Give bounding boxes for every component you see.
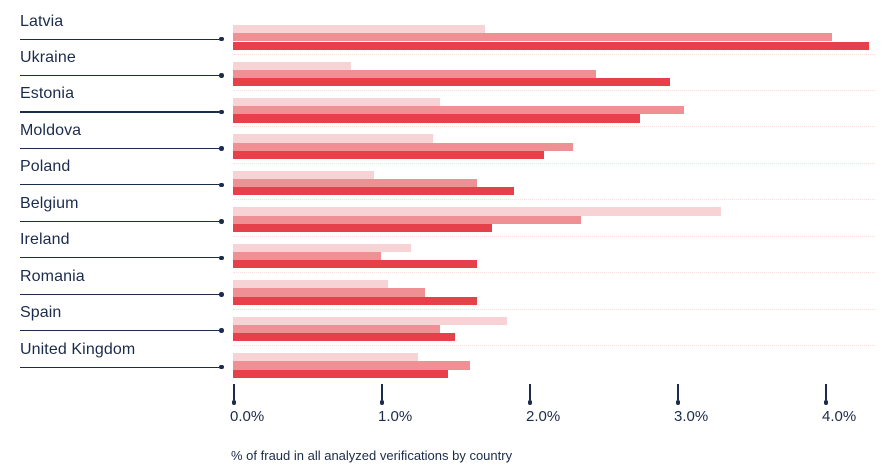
axis-tick-dot xyxy=(231,400,236,405)
bar-series-dark-red-belgium xyxy=(233,223,492,232)
axis-tick-dot xyxy=(379,400,384,405)
axis-tick-label: 1.0% xyxy=(378,408,413,425)
leader-dot xyxy=(219,255,224,261)
row-separator xyxy=(233,308,875,310)
bar-series-light-pink-poland xyxy=(233,170,374,180)
row-separator xyxy=(233,199,875,201)
bar-series-dark-red-moldova xyxy=(233,150,544,160)
axis-tick-mark xyxy=(381,384,383,400)
bar-series-medium-pink-romania xyxy=(233,288,426,297)
bar-series-light-pink-spain xyxy=(233,316,507,325)
bar-series-light-pink-belgium xyxy=(233,207,722,216)
axis-tick-mark xyxy=(825,384,827,400)
row-separator xyxy=(233,235,875,237)
axis-tick-dot xyxy=(527,400,532,405)
category-label: Poland xyxy=(20,158,71,176)
label-leader-line xyxy=(20,38,219,40)
leader-dot xyxy=(219,364,224,370)
axis-tick-label: 2.0% xyxy=(526,408,561,425)
label-leader-line xyxy=(20,257,219,259)
bar-series-medium-pink-belgium xyxy=(233,215,581,224)
category-label: Ukraine xyxy=(20,48,76,66)
category-label: Belgium xyxy=(20,194,79,212)
label-leader-line xyxy=(20,111,219,113)
leader-dot xyxy=(219,182,224,188)
leader-dot xyxy=(219,219,224,224)
leader-dot xyxy=(219,146,224,151)
row-separator xyxy=(233,162,875,164)
category-label: Romania xyxy=(20,267,85,285)
label-leader-line xyxy=(20,366,219,368)
bar-series-light-pink-ireland xyxy=(233,243,411,252)
bar-series-medium-pink-latvia xyxy=(233,33,833,42)
leader-dot xyxy=(219,36,224,42)
axis-tick-label: 4.0% xyxy=(822,408,857,425)
bar-series-dark-red-ukraine xyxy=(233,77,670,87)
category-label: Spain xyxy=(20,304,62,322)
label-leader-line xyxy=(20,330,219,332)
label-leader-line xyxy=(20,147,219,150)
category-label: Ireland xyxy=(20,231,70,249)
category-label: Moldova xyxy=(20,121,82,139)
bar-series-medium-pink-ireland xyxy=(233,252,381,261)
bar-series-light-pink-latvia xyxy=(233,25,485,34)
bar-series-light-pink-romania xyxy=(233,280,389,289)
axis-tick-dot xyxy=(675,400,680,405)
axis-tick-mark xyxy=(529,384,531,400)
leader-dot xyxy=(219,73,224,78)
leader-dot xyxy=(219,291,224,297)
row-separator xyxy=(233,53,875,55)
bar-series-light-pink-ukraine xyxy=(233,61,352,70)
bar-series-medium-pink-moldova xyxy=(233,142,574,151)
label-leader-line xyxy=(20,184,219,186)
bar-series-light-pink-moldova xyxy=(233,134,433,143)
bar-series-dark-red-estonia xyxy=(233,114,640,123)
row-separator xyxy=(233,272,875,274)
row-separator xyxy=(233,89,875,91)
chart-caption: % of fraud in all analyzed verifications… xyxy=(231,448,513,463)
bar-series-medium-pink-united-kingdom xyxy=(233,361,470,370)
category-label: Estonia xyxy=(20,85,75,103)
row-separator xyxy=(233,126,875,128)
axis-tick-mark xyxy=(677,384,679,400)
bar-series-medium-pink-estonia xyxy=(233,106,685,115)
axis-tick-label: 0.0% xyxy=(230,408,265,425)
bar-series-dark-red-romania xyxy=(233,296,478,305)
bar-series-medium-pink-ukraine xyxy=(233,69,596,78)
bar-series-medium-pink-poland xyxy=(233,179,478,188)
bar-series-dark-red-ireland xyxy=(233,260,478,269)
bar-series-dark-red-latvia xyxy=(233,41,870,50)
bar-series-dark-red-spain xyxy=(233,333,455,342)
leader-dot xyxy=(219,328,224,333)
bar-series-dark-red-united-kingdom xyxy=(233,369,448,378)
category-label: United Kingdom xyxy=(20,340,136,358)
label-leader-line xyxy=(20,220,219,222)
bar-series-light-pink-united-kingdom xyxy=(233,353,418,362)
leader-dot xyxy=(219,109,224,115)
category-label: Latvia xyxy=(20,12,64,30)
bar-series-medium-pink-spain xyxy=(233,324,441,334)
row-separator xyxy=(233,345,875,347)
axis-tick-label: 3.0% xyxy=(674,408,709,425)
bar-series-light-pink-estonia xyxy=(233,98,441,107)
label-leader-line xyxy=(20,74,219,77)
axis-tick-dot xyxy=(823,400,828,405)
label-leader-line xyxy=(20,293,219,295)
bar-series-dark-red-poland xyxy=(233,187,515,196)
axis-tick-mark xyxy=(233,384,235,400)
